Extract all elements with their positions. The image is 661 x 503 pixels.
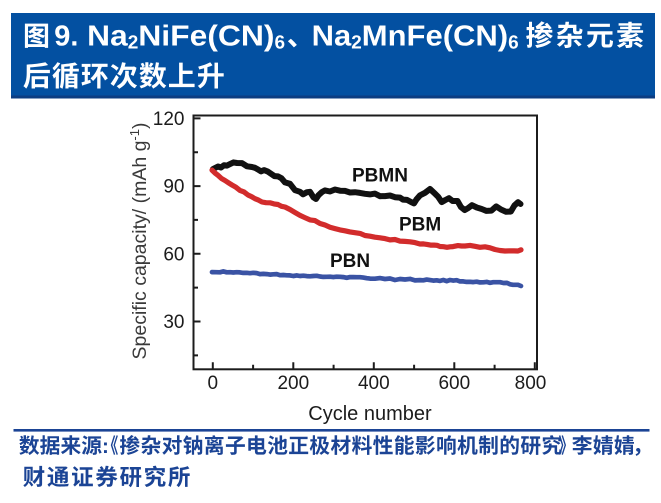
svg-text:60: 60 — [163, 244, 184, 265]
svg-text:400: 400 — [358, 373, 390, 394]
svg-text:PBMN: PBMN — [352, 166, 408, 187]
svg-text:0: 0 — [208, 373, 219, 394]
svg-text:200: 200 — [277, 373, 309, 394]
svg-text:Cycle number: Cycle number — [308, 403, 432, 425]
svg-text:PBN: PBN — [330, 251, 370, 272]
svg-text:800: 800 — [515, 373, 547, 394]
svg-text:600: 600 — [438, 373, 470, 394]
svg-text:Specific capacity/ (mAh g-1): Specific capacity/ (mAh g-1) — [127, 123, 151, 360]
svg-text:120: 120 — [153, 109, 185, 130]
svg-text:90: 90 — [163, 177, 184, 198]
svg-text:PBM: PBM — [399, 215, 441, 236]
svg-text:30: 30 — [163, 312, 184, 333]
